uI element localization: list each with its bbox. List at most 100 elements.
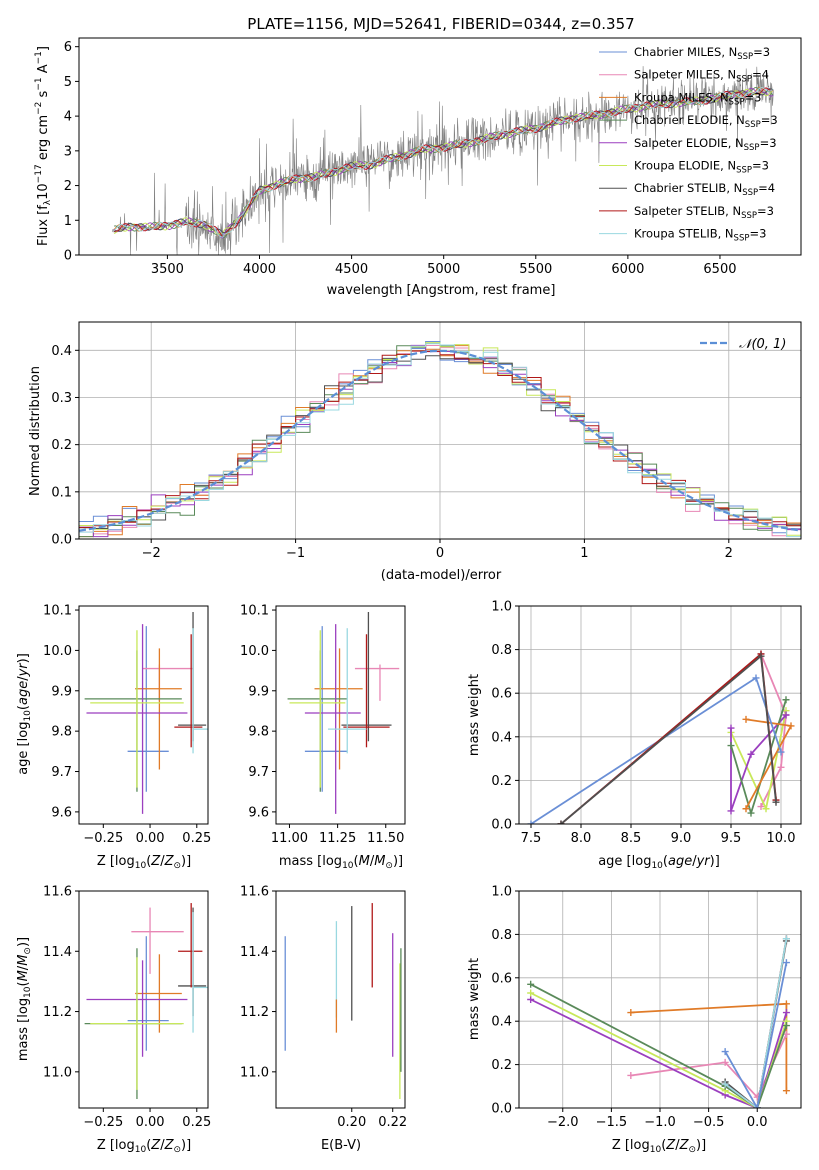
mass-vs-z-xlabel: Z [log10(Z/Z⊙)] [97,1138,191,1155]
mass-vs-z-ylabel: mass [log10(M/M⊙)] [16,937,33,1061]
weight-marker [747,809,755,817]
x-tick-label: 6000 [611,262,644,277]
mass-vs-ebv-panel: E(B-V) 0.20 0.22 11.0 11.2 11.4 11.6 [240,885,407,1154]
legend-label: Chabrier MILES, NSSP=3 [634,45,770,62]
x-tick-label: −0.5 [693,1115,725,1130]
y-tick-label: 1 [64,214,72,229]
weight-marker [627,1009,635,1017]
weight-line [530,998,788,1108]
y-tick-label: 0 [64,249,72,264]
y-tick-label: 0.2 [51,438,72,453]
y-tick-label: 9.8 [248,725,269,740]
x-tick-label: 0.22 [378,1115,407,1130]
weight-marker [527,989,535,997]
legend-label: Salpeter STELIB, NSSP=3 [634,204,774,221]
weight-vs-z-xlabel: Z [log10(Z/Z⊙)] [612,1138,706,1155]
y-tick-label: 0.6 [491,971,512,986]
y-tick-label: 9.6 [51,805,72,820]
y-tick-label: 10.1 [43,604,72,619]
weight-marker [742,715,750,723]
weight-line [724,938,788,1108]
weight-marker [782,696,790,704]
y-tick-label: 0.0 [51,533,72,548]
x-tick-label: 8.5 [621,831,642,846]
x-tick-label: 4500 [335,262,368,277]
y-tick-label: 0.4 [51,344,72,359]
plot-frame [518,605,802,825]
spectrum-panel: PLATE=1156, MJD=52641, FIBERID=0344, z=0… [34,15,802,298]
y-tick-label: 1.0 [491,600,512,615]
x-tick-label: 0.25 [182,831,211,846]
model-line [113,88,774,233]
x-tick-label: 0.00 [136,1115,165,1130]
plot-frame [275,890,406,1109]
y-tick-label: 0.4 [491,1015,512,1030]
weight-marker [727,807,735,815]
weight-marker [777,763,785,771]
legend-label: Salpeter ELODIE, NSSP=3 [634,136,777,153]
y-tick-label: 11.2 [240,1005,269,1020]
plot-frame [78,605,209,825]
y-tick-label: 0.2 [491,774,512,789]
weight-marker [627,1071,635,1079]
y-tick-label: 4 [64,110,72,125]
weight-line [560,652,777,824]
weight-line [530,983,788,1108]
x-tick-label: 9.5 [721,831,742,846]
y-tick-label: 9.7 [248,765,269,780]
weight-marker [727,742,735,750]
residuals-ylabel: Normed distribution [28,366,43,496]
x-tick-label: 5000 [427,262,460,277]
weight-marker [782,1087,790,1095]
y-tick-label: 11.2 [43,1005,72,1020]
y-tick-label: 10.0 [240,644,269,659]
legend-label: Kroupa ELODIE, NSSP=3 [634,159,769,176]
weight-marker [782,959,790,967]
x-tick-label: 9.0 [671,831,692,846]
histogram-step [79,343,801,539]
plot-frame [275,605,406,825]
weight-vs-age-xlabel: age [log10(age/yr)] [598,854,720,871]
x-tick-label: 11.50 [367,831,404,846]
y-tick-label: 11.6 [240,885,269,900]
y-tick-label: 0.0 [491,1102,512,1117]
x-tick-label: 5500 [519,262,552,277]
y-tick-label: 0.1 [51,485,72,500]
weight-line [724,962,788,1108]
weight-marker [772,798,780,806]
weight-vs-z-panel: Z [log10(Z/Z⊙)] mass weight −2.0 −1.5 −1.0… [467,885,802,1155]
y-tick-label: 10.0 [43,644,72,659]
weight-marker [757,652,765,660]
weight-marker [787,722,795,730]
weight-marker [527,996,535,1003]
spectrum-title: PLATE=1156, MJD=52641, FIBERID=0344, z=0… [247,15,634,33]
y-tick-label: 11.0 [240,1065,269,1080]
y-tick-label: 9.7 [51,765,72,780]
x-tick-label: 1 [580,546,588,561]
weight-marker [527,820,535,824]
histogram-step [79,355,801,539]
y-tick-label: 0.6 [491,687,512,702]
weight-vs-age-ylabel: mass weight [467,674,482,756]
x-tick-label: 6500 [703,262,736,277]
y-tick-label: 11.4 [240,945,269,960]
weight-line [560,654,777,824]
weight-marker [742,805,750,813]
y-tick-label: 5 [64,75,72,90]
y-tick-label: 10.1 [240,604,269,619]
legend-label: 𝒩(0, 1) [739,337,786,352]
y-tick-label: 11.4 [43,945,72,960]
weight-vs-age-panel: age [log10(age/yr)] mass weight 7.5 8.0 8.… [467,600,802,871]
weight-vs-z-ylabel: mass weight [467,958,482,1040]
y-tick-label: 2 [64,179,72,194]
y-tick-label: 0.8 [491,928,512,943]
x-tick-label: 10.0 [767,831,796,846]
spectrum-plot-frame [78,37,802,256]
legend-label: Chabrier STELIB, NSSP=4 [634,181,775,198]
y-tick-label: 9.8 [51,725,72,740]
x-tick-label: 11.25 [319,831,356,846]
weight-marker [757,803,765,811]
residuals-panel: (data-model)/error Normed distribution −… [28,321,802,583]
weight-marker [557,820,565,824]
y-tick-label: 11.6 [43,885,72,900]
